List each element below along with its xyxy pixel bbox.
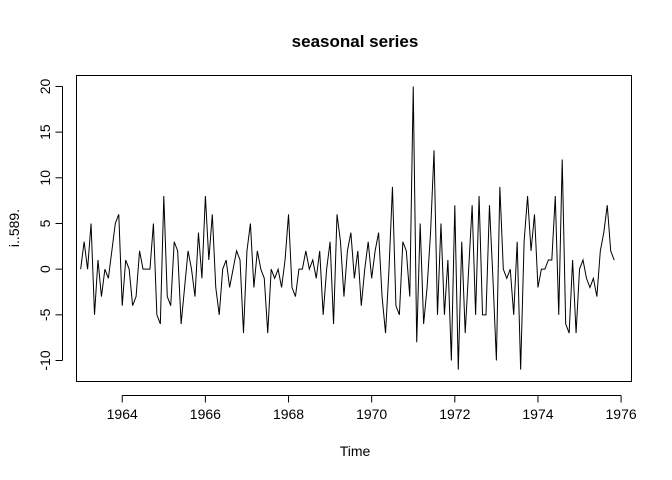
y-tick-label: 15 <box>37 124 53 140</box>
y-tick-label: -5 <box>37 308 53 321</box>
x-tick-label: 1964 <box>107 406 138 422</box>
x-axis-label: Time <box>340 443 371 459</box>
y-tick-label: -10 <box>37 350 53 370</box>
x-tick-label: 1976 <box>606 406 637 422</box>
y-tick-label: 0 <box>37 265 53 273</box>
y-axis: -10 -5 0 5 10 15 20 <box>37 78 63 371</box>
x-tick-label: 1966 <box>190 406 221 422</box>
plot-frame <box>76 75 632 382</box>
series-line <box>80 86 615 370</box>
x-tick-label: 1974 <box>522 406 553 422</box>
x-axis: 1964 1966 1968 1970 1972 1974 1976 <box>107 395 637 422</box>
x-tick-label: 1972 <box>439 406 470 422</box>
chart-title: seasonal series <box>292 32 419 51</box>
y-tick-label: 5 <box>37 219 53 227</box>
y-axis-label: i..589. <box>6 209 22 247</box>
y-tick-label: 10 <box>37 170 53 186</box>
x-tick-label: 1968 <box>273 406 304 422</box>
y-tick-label: 20 <box>37 78 53 94</box>
x-tick-label: 1970 <box>356 406 387 422</box>
